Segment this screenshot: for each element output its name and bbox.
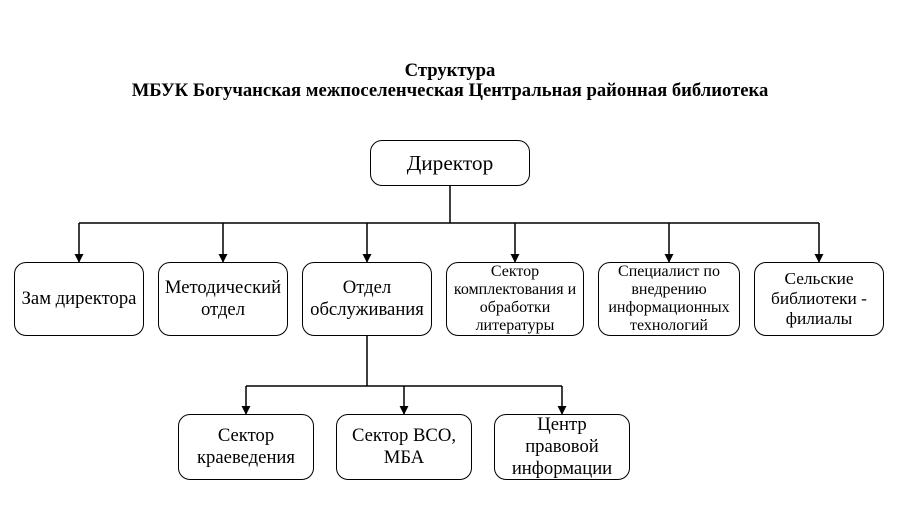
node-service: Отдел обслуживания xyxy=(302,262,432,336)
node-vsomba: Сектор ВСО, МБА xyxy=(336,414,472,480)
node-local: Сектор краеведения xyxy=(178,414,314,480)
diagram-title-line1: Структура xyxy=(0,60,900,82)
node-acquis: Сектор комплектования и обработки литера… xyxy=(446,262,584,336)
diagram-title-line2: МБУК Богучанская межпоселенческая Центра… xyxy=(0,80,900,102)
node-deputy: Зам директора xyxy=(14,262,144,336)
node-branches: Сельские библиотеки - филиалы xyxy=(754,262,884,336)
node-legal: Центр правовой информации xyxy=(494,414,630,480)
node-it: Специалист по внедрению информационных т… xyxy=(598,262,740,336)
org-chart: Структура МБУК Богучанская межпоселенчес… xyxy=(0,0,900,520)
node-director: Директор xyxy=(370,140,530,186)
node-method: Методический отдел xyxy=(158,262,288,336)
